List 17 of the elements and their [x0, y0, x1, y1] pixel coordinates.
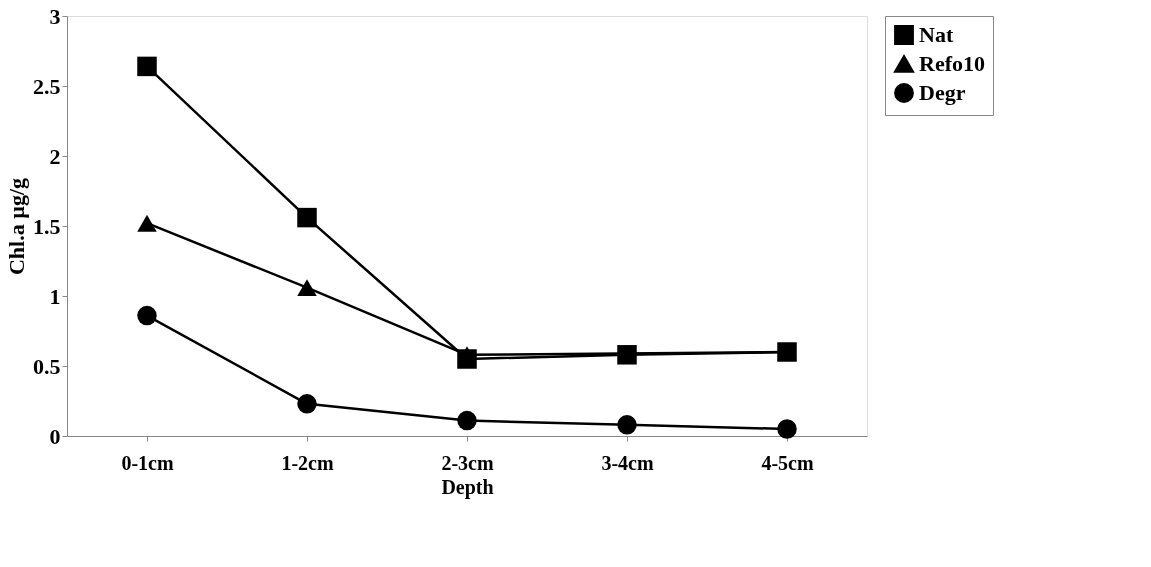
y-tick-label: 2.5: [33, 73, 61, 99]
y-tick-label: 1.5: [33, 213, 61, 239]
x-tick-label: 2-3cm: [441, 451, 494, 474]
x-tick-label: 0-1cm: [121, 451, 174, 474]
y-tick-label: 0: [49, 423, 61, 449]
legend-label: Nat: [919, 22, 954, 47]
y-tick-label: 1: [49, 283, 61, 309]
x-axis-title: Depth: [441, 475, 494, 499]
x-tick-label: 1-2cm: [281, 451, 334, 474]
y-tick-label: 0.5: [33, 353, 61, 379]
y-tick-label: 2: [49, 143, 61, 169]
y-tick-label: 3: [49, 3, 61, 29]
y-axis-title: Chl.a µg/g: [4, 177, 29, 276]
legend-label: Degr: [919, 80, 966, 105]
x-tick-label: 3-4cm: [601, 451, 654, 474]
legend-label: Refo10: [919, 51, 985, 76]
x-tick-label: 4-5cm: [761, 451, 814, 474]
